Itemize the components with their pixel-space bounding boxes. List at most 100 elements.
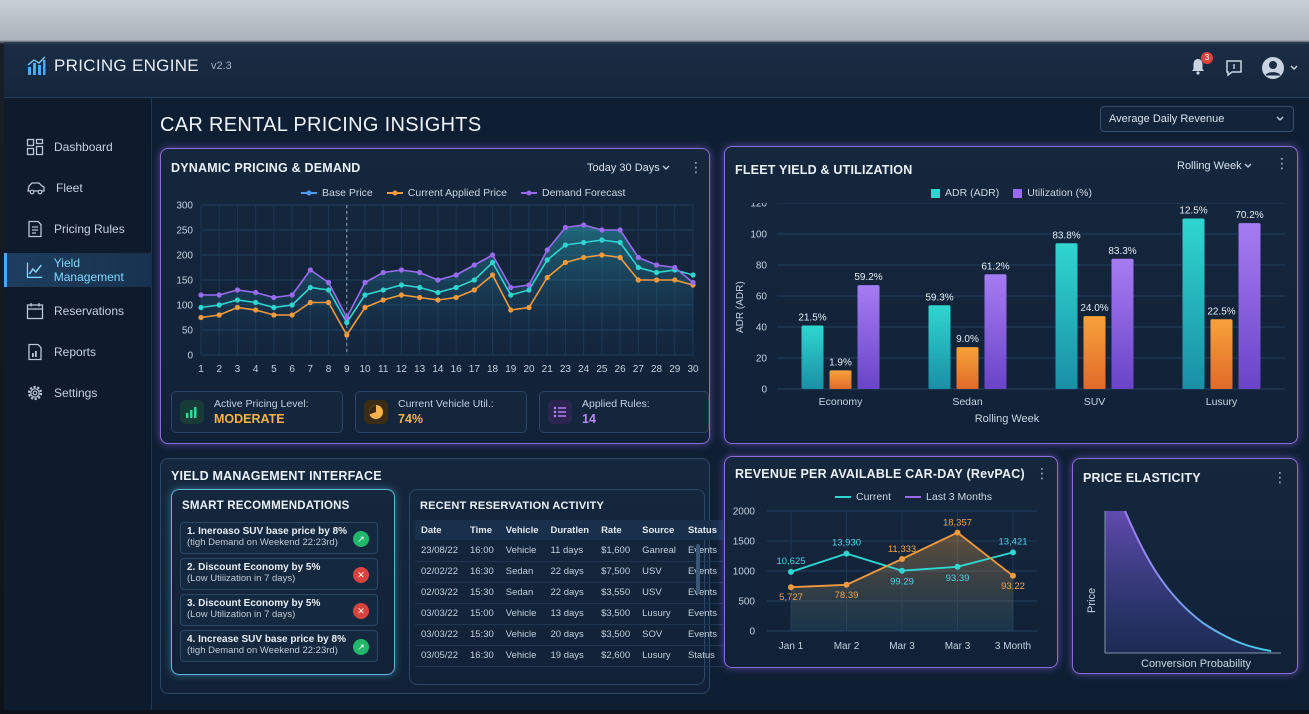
table-scrollbar[interactable] (696, 544, 700, 594)
calendar-icon (26, 303, 44, 320)
kpi-label: Active Pricing Level: (214, 398, 309, 410)
recommendation-title: 4. Increase SUV base price by 8% (187, 634, 346, 645)
table-cell: 11 days (544, 540, 596, 562)
data-point (899, 567, 905, 574)
sidebar-item-label: Reports (54, 345, 97, 359)
y-tick-label: 0 (761, 385, 767, 396)
data-point (508, 292, 514, 298)
recommendation-reason: (Low Utiiization in 7 days) (187, 573, 296, 584)
series-line (200, 239, 694, 325)
data-point (581, 254, 587, 261)
dynamic-range-select[interactable]: Today 30 Days (579, 157, 679, 179)
data-point (289, 312, 295, 318)
user-menu[interactable] (1261, 56, 1299, 80)
sidebar-item-pricing-rules[interactable]: Pricing Rules (4, 212, 152, 246)
column-header[interactable]: Duratlen (544, 520, 596, 540)
sidebar-item-fleet[interactable]: Fleet (4, 171, 152, 205)
app-title: PRICING ENGINE (54, 56, 199, 75)
table-row[interactable]: 02/03/22 15:30 Sedan 22 days $3,550 USV Events (415, 582, 723, 604)
series-line (200, 254, 694, 337)
x-tick-label: Mar 2 (834, 641, 860, 652)
table-cell: Events (681, 540, 723, 562)
sidebar-item-yield-management[interactable]: Yield Management (4, 253, 152, 287)
table-row[interactable]: 03/03/22 15:00 Vehicle 13 days $3,500 Lusury E… (415, 603, 723, 625)
table-row[interactable]: 03/05/22 16:30 Vehicle 19 days $2,600 Lusury S… (415, 645, 723, 667)
kpi-label: Current Vehicle Util.: (398, 398, 494, 410)
x-tick-label: 5 (271, 364, 277, 375)
data-point (954, 529, 961, 536)
data-point (471, 262, 477, 268)
y-tick-label: 40 (756, 323, 768, 334)
data-point (599, 237, 605, 243)
data-point (234, 297, 241, 303)
column-header[interactable]: Time (463, 520, 500, 540)
sidebar-item-label: Pricing Rules (54, 222, 125, 236)
dismiss-icon[interactable]: ✕ (353, 567, 369, 583)
data-point (1010, 549, 1016, 556)
trend-up-icon[interactable]: ↗ (353, 639, 369, 655)
data-point (562, 224, 569, 231)
bar (857, 285, 880, 389)
data-label: 24.0% (1080, 303, 1108, 314)
column-header[interactable]: Status (681, 520, 723, 540)
fleet-range-select[interactable]: Rolling Week (1169, 155, 1261, 177)
recommendations-title: SMART RECOMMENDATIONS (182, 500, 350, 512)
data-point (253, 299, 259, 306)
data-point (289, 302, 295, 308)
recommendation-item[interactable]: 1. Ineroaso SUV base price by 8% (tigh D… (180, 522, 378, 554)
x-tick-label: 26 (615, 364, 627, 375)
table-cell: Lusury (636, 603, 682, 625)
bar (984, 274, 1007, 389)
table-cell: 16:30 (463, 645, 500, 667)
line-chart-icon (26, 262, 43, 279)
metric-select[interactable]: Average Daily Revenue (1100, 106, 1294, 132)
data-point (325, 287, 332, 293)
sidebar-item-reservations[interactable]: Reservations (4, 294, 152, 328)
notification-badge: 3 (1201, 51, 1213, 64)
column-header[interactable]: Source (636, 520, 682, 540)
table-row[interactable]: 23/08/22 16:00 Vehicle 11 days $1,600 Ganreal… (415, 540, 723, 562)
table-cell: 03/03/22 (415, 603, 464, 625)
chat-icon[interactable] (1225, 59, 1243, 77)
more-options-icon[interactable]: ⋮ (1035, 465, 1049, 481)
data-point (544, 247, 550, 253)
x-tick-label: Jan 1 (779, 641, 804, 652)
data-label: 11,333 (888, 544, 916, 555)
more-options-icon[interactable]: ⋮ (1273, 469, 1287, 485)
table-row[interactable]: 03/03/22 15:30 Vehicle 20 days $3,500 SOV Even… (415, 624, 723, 646)
data-point (253, 307, 259, 313)
activity-title: RECENT RESERVATION ACTIVITY (420, 500, 605, 512)
legend-swatch (905, 496, 922, 498)
data-point (216, 292, 222, 298)
x-tick-label: 14 (432, 364, 444, 375)
signal-bars-icon (180, 400, 204, 424)
trend-up-icon[interactable]: ↗ (353, 531, 369, 547)
dismiss-icon[interactable]: ✕ (353, 603, 369, 619)
table-row[interactable]: 02/02/22 16:30 Sedan 22 days $7,500 USV Events (415, 561, 723, 583)
data-point (562, 242, 569, 248)
table-cell: Vehicle (499, 645, 545, 667)
yield-interface-panel: YIELD MANAGEMENT INTERFACE SMART RECOMME… (160, 458, 723, 694)
recommendation-title: 1. Ineroaso SUV base price by 8% (187, 526, 348, 537)
more-options-icon[interactable]: ⋮ (1275, 155, 1289, 171)
recommendation-item[interactable]: 2. Discount Economy by 5% (Low Utiiizati… (180, 558, 378, 590)
table-cell: Lusury (636, 645, 682, 667)
legend-swatch (931, 188, 940, 198)
recommendation-item[interactable]: 4. Increase SUV base price by 8% (tigh D… (180, 630, 378, 662)
more-options-icon[interactable]: ⋮ (689, 159, 703, 175)
bar (1238, 223, 1261, 389)
dashboard-icon (26, 138, 44, 156)
column-header[interactable]: Vehicle (499, 520, 545, 540)
recommendation-item[interactable]: 3. Discount Economy by 5% (Low Utilizati… (180, 594, 378, 626)
notifications-button[interactable]: 3 (1189, 51, 1213, 80)
brand[interactable]: PRICING ENGINE v2.3 (26, 56, 232, 76)
elasticity-xlabel: Conversion Probability (1141, 658, 1252, 670)
data-point (271, 312, 277, 318)
column-header[interactable]: Date (415, 520, 464, 540)
column-header[interactable]: Rate (595, 520, 637, 540)
sidebar-item-dashboard[interactable]: Dashboard (4, 130, 152, 164)
sidebar-item-settings[interactable]: Settings (4, 376, 152, 410)
sidebar-item-reports[interactable]: Reports (4, 335, 152, 369)
data-point (690, 272, 696, 278)
sidebar: Dashboard Fleet Pricing Rules Yield Mana… (4, 98, 152, 710)
